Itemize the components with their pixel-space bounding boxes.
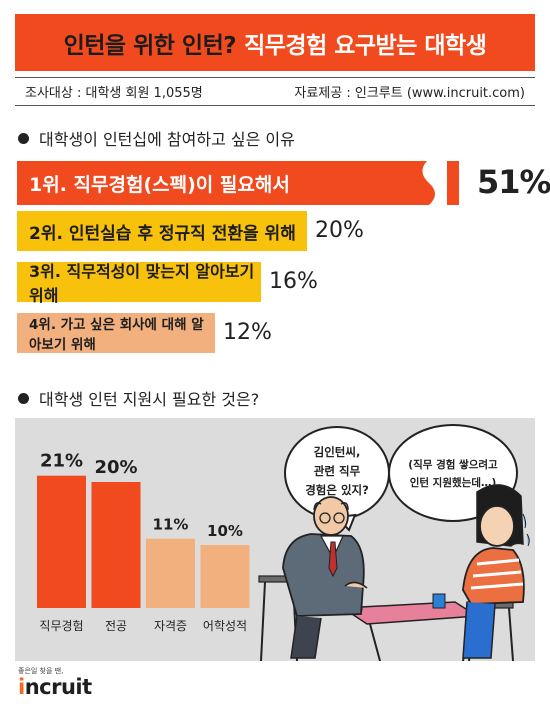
reason-bar-2: 2위. 인턴실습 후 정규직 전환을 위해: [17, 211, 307, 251]
requirement-bar-value: 21%: [40, 451, 83, 472]
requirement-bar: [91, 482, 141, 608]
reason-bar-label: 3위. 직무적성이 맞는지 알아보기 위해: [29, 262, 255, 305]
title-part1: 인턴을 위한 인턴?: [63, 32, 237, 59]
interview-table: [340, 593, 480, 661]
bullet-dot: [18, 392, 29, 404]
requirement-category-label: 전공: [105, 619, 127, 633]
requirement-bar: [37, 475, 86, 608]
meta-row: 조사대상 : 대학생 회원 1,055명 자료제공 : 인크루트 (www.in…: [15, 76, 535, 106]
interviewer-figure: [258, 496, 368, 661]
reason-bar-value: 16%: [269, 269, 318, 294]
requirement-category-label: 어학성적: [203, 619, 247, 633]
title-part2: 직무경험 요구받는 대학생: [244, 32, 487, 59]
requirement-bar: [200, 545, 250, 608]
section2-heading: 대학생 인턴 지원시 필요한 것은?: [18, 386, 259, 410]
reason-bar-value: 20%: [315, 218, 364, 243]
reason-bar-label: 4위. 가고 싶은 회사에 대해 알아보기 위해: [29, 317, 204, 353]
logo-tagline: 좋은일 찾을 땐,: [18, 667, 64, 675]
logo-prefix: i: [18, 675, 25, 699]
reason-bar-value: 51%: [477, 163, 550, 201]
requirements-bar-chart: 21% 직무경험 20% 전공 11% 자격증 10% 어학성적: [37, 451, 250, 633]
requirement-bar-value: 20%: [94, 457, 137, 478]
student-figure: [462, 484, 530, 661]
bubble1-line3: 경험은 있지?: [305, 483, 369, 497]
section2-heading-text: 대학생 인턴 지원시 필요한 것은?: [39, 390, 260, 409]
incruit-logo: 좋은일 찾을 땐, incruit: [18, 666, 92, 698]
data-source: 자료제공 : 인크루트 (www.incruit.com): [294, 85, 525, 101]
logo-wordmark: incruit: [18, 676, 92, 698]
section1-heading: 대학생이 인턴십에 참여하고 싶은 이유: [18, 126, 295, 150]
bubble1-line2: 관련 직무: [314, 464, 361, 478]
axis-break-mark: [422, 161, 447, 205]
reason-bar-3: 3위. 직무적성이 맞는지 알아보기 위해: [17, 262, 261, 305]
meta-top-rule: [15, 77, 535, 78]
bubble2-line1: (직무 경험 쌓으려고: [408, 458, 498, 471]
bubble2-line2: 인턴 지원했는데…): [410, 476, 497, 489]
survey-target: 조사대상 : 대학생 회원 1,055명: [25, 85, 203, 101]
reason-bar-label: 1위. 직무경험(스펙)이 필요해서: [29, 173, 290, 196]
requirements-panel: 21% 직무경험 20% 전공 11% 자격증 10% 어학성적 김인턴씨, 관련 직무 경험…: [15, 418, 535, 661]
reason-bar-4: 4위. 가고 싶은 회사에 대해 알아보기 위해: [17, 313, 215, 353]
meta-bottom-rule: [15, 105, 535, 106]
requirement-category-label: 직무경험: [39, 619, 83, 633]
reason-bar-label: 2위. 인턴실습 후 정규직 전환을 위해: [29, 223, 296, 244]
section1-heading-text: 대학생이 인턴십에 참여하고 싶은 이유: [39, 130, 295, 149]
bubble1-line1: 김인턴씨,: [314, 445, 361, 459]
reason-bar-1: 1위. 직무경험(스펙)이 필요해서: [17, 161, 459, 205]
requirement-bar-value: 10%: [207, 522, 243, 540]
requirement-bar: [146, 538, 195, 608]
title-banner: 인턴을 위한 인턴? 직무경험 요구받는 대학생: [15, 14, 535, 71]
requirement-category-label: 자격증: [154, 619, 187, 633]
interview-illustration: 김인턴씨, 관련 직무 경험은 있지? (직무 경험 쌓으려고 인턴 지원했는데…: [258, 424, 530, 661]
reason-bar-value: 12%: [223, 320, 272, 345]
logo-text: ncruit: [24, 675, 92, 699]
requirement-bar-value: 11%: [153, 516, 189, 534]
bullet-dot: [18, 132, 29, 144]
